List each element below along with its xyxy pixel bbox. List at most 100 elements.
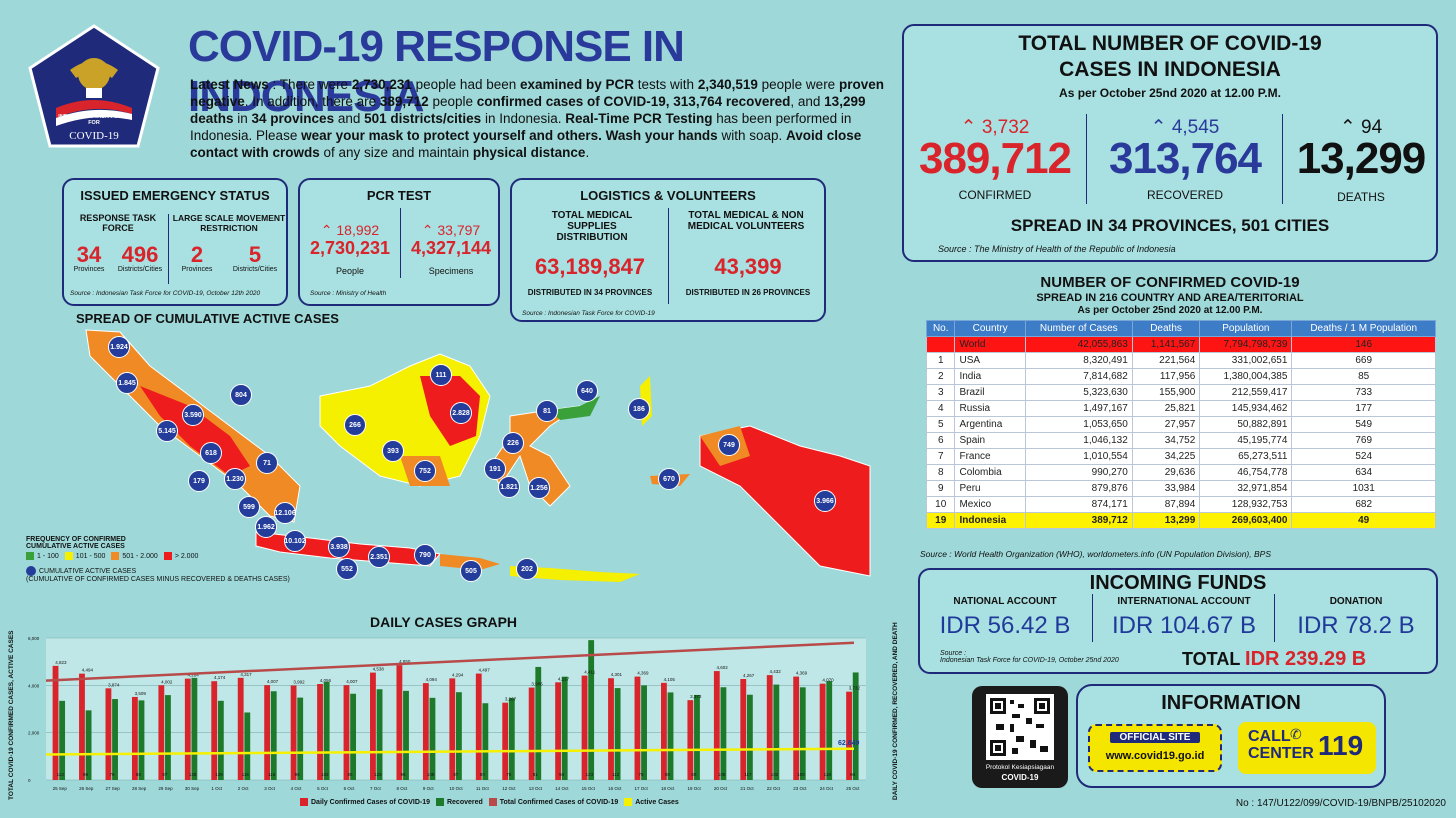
table-row: 9 Peru 879,876 33,984 32,971,854 1031 — [925, 480, 1436, 497]
table-row: 4 Russia 1,497,167 25,821 145,934,462 177 — [925, 400, 1436, 417]
pcr-source: Source : Ministry of Health — [310, 290, 387, 297]
recovered-bar — [270, 691, 277, 780]
table-header: No. Country Number of Cases Deaths Populatio… — [925, 320, 1436, 337]
world-title-2: SPREAD IN 216 COUNTRY AND AREA/TERITORIA… — [1036, 292, 1304, 304]
official-site-label: OFFICIAL SITE — [1110, 732, 1200, 743]
qr-code[interactable] — [986, 694, 1054, 760]
page-title: COVID-19 RESPONSE IN INDONESIA — [188, 22, 685, 121]
y-tick-label: 4,000 — [28, 683, 40, 688]
funds-source: Source : Indonesian Task Force for COVID-… — [940, 650, 1119, 664]
document-number: No : 147/U122/099/COVID-19/BNPB/25102020 — [1235, 798, 1446, 809]
x-tick-label: 11 Oct — [476, 786, 490, 791]
pcr-specimen-label: Specimens — [428, 266, 474, 276]
psbb-cities-label: Districts/Cities — [232, 266, 278, 273]
confirmed-data-label: 4,105 — [664, 677, 676, 682]
official-site-url[interactable]: www.covid19.go.id — [1105, 750, 1205, 762]
table-cell: 46,754,778 — [1199, 464, 1293, 481]
table-cell: 42,055,863 — [1024, 336, 1133, 353]
table-cell: 634 — [1291, 464, 1436, 481]
table-cell: 87,894 — [1131, 496, 1201, 513]
medical-supplies-label: TOTAL MEDICAL SUPPLIES DISTRIBUTION — [551, 210, 633, 243]
table-cell: 389,712 — [1024, 512, 1133, 529]
x-tick-label: 30 Sep — [185, 786, 200, 791]
table-cell: 34,752 — [1131, 432, 1201, 449]
x-tick-label: 21 Oct — [740, 786, 754, 791]
active-cases-bubble: 670 — [658, 468, 680, 490]
table-header-cell: Population — [1199, 320, 1293, 337]
table-cell: 733 — [1291, 384, 1436, 401]
active-data-label: 106 — [718, 772, 726, 777]
recovered-bar — [535, 666, 542, 780]
legend-item: 501 - 2.000 — [111, 552, 158, 560]
active-data-label: 113 — [57, 772, 65, 777]
confirmed-bar — [317, 684, 323, 780]
active-cases-bubble: 81 — [536, 400, 558, 422]
table-cell: 524 — [1291, 448, 1436, 465]
incoming-funds-panel: INCOMING FUNDS NATIONAL ACCOUNT INTERNAT… — [918, 568, 1438, 674]
table-cell: 1,010,554 — [1024, 448, 1133, 465]
map-title: SPREAD OF CUMULATIVE ACTIVE CASES — [76, 311, 339, 326]
international-account-label: INTERNATIONAL ACCOUNT — [1117, 596, 1251, 607]
up-arrow-icon: ⌃ — [421, 222, 434, 238]
active-cases-bubble: 3.938 — [328, 536, 350, 558]
call-center[interactable]: CALL CENTER ✆ 119 — [1238, 722, 1376, 774]
active-data-label: 112 — [612, 772, 620, 777]
totals-asof: As per October 25nd 2020 at 12.00 P.M. — [1059, 86, 1281, 100]
confirmed-bar — [158, 685, 165, 780]
table-cell: 2 — [925, 368, 956, 385]
active-data-label: 76 — [109, 772, 115, 777]
active-cases-bubble: 393 — [382, 440, 404, 462]
active-data-label: 85 — [348, 772, 354, 777]
daily-cases-chart: 4,823 113 25 Sep 4,494 98 26 Sep 3,874 76 27 Sep… — [28, 636, 866, 791]
table-cell — [925, 336, 956, 353]
pcr-people-increase: ⌃ 18,992 — [320, 222, 380, 238]
recovered-bar — [720, 687, 727, 780]
x-tick-label: 25 Oct — [846, 786, 860, 791]
recovered-bar — [112, 699, 118, 780]
table-cell: 50,882,891 — [1199, 416, 1293, 433]
recovered-bar — [482, 703, 489, 780]
table-row: 3 Brazil 5,323,630 155,900 212,559,417 733 — [925, 384, 1436, 401]
totals-panel: TOTAL NUMBER OF COVID-19 CASES IN INDONE… — [902, 24, 1438, 262]
qr-panel[interactable]: Protokol Kesiapsiagaan COVID-19 — [972, 686, 1068, 788]
table-cell: 5 — [925, 416, 956, 433]
table-cell: 682 — [1291, 496, 1436, 513]
confirmed-bar — [766, 675, 773, 780]
confirmed-data-label: 4,494 — [82, 668, 94, 673]
confirmed-data-label: 3,906 — [531, 682, 543, 687]
table-cell: 4 — [925, 400, 956, 417]
active-cases-last-label: 62,649 — [838, 740, 860, 747]
x-tick-label: 13 Oct — [529, 786, 543, 791]
recovered-label: RECOVERED — [1146, 188, 1223, 202]
active-cases-bubble: 3.590 — [182, 404, 204, 426]
active-cases-bubble: 1.821 — [498, 476, 520, 498]
table-cell: 6 — [925, 432, 956, 449]
active-cases-bubble: 804 — [230, 384, 252, 406]
tf-cities-label: Districts/Cities — [117, 266, 163, 273]
recovered-bar — [403, 690, 409, 780]
table-cell: 1,046,132 — [1024, 432, 1133, 449]
active-data-label: 88 — [136, 772, 142, 777]
active-cases-bubble: 226 — [502, 432, 524, 454]
confirmed-bar — [502, 702, 509, 780]
task-force-logo: INDONESIAN TASK FORCE FOR COVID-19 — [26, 22, 162, 152]
volunteers-footnote: DISTRIBUTED IN 26 PROVINCES — [685, 288, 811, 297]
tf-provinces-value: 34 — [76, 242, 102, 267]
table-cell: 331,002,651 — [1199, 352, 1293, 369]
active-data-label: 128 — [189, 772, 197, 777]
active-data-label: 87 — [162, 772, 168, 777]
table-cell: Argentina — [954, 416, 1026, 433]
confirmed-bar — [184, 678, 191, 780]
confirmed-bar — [449, 678, 456, 780]
x-tick-label: 29 Sep — [158, 786, 173, 791]
x-tick-label: 14 Oct — [555, 786, 569, 791]
x-tick-label: 22 Oct — [767, 786, 781, 791]
active-data-label: 94 — [559, 772, 565, 777]
active-data-label: 116 — [242, 772, 250, 777]
table-row: 2 India 7,814,682 117,956 1,380,004,385 85 — [925, 368, 1436, 385]
x-tick-label: 19 Oct — [687, 786, 701, 791]
totals-title-1: TOTAL NUMBER OF COVID-19 — [1018, 32, 1322, 55]
call-center-number[interactable]: 119 — [1318, 730, 1364, 761]
official-site-link[interactable]: OFFICIAL SITE www.covid19.go.id — [1088, 724, 1222, 772]
x-tick-label: 27 Sep — [106, 786, 121, 791]
